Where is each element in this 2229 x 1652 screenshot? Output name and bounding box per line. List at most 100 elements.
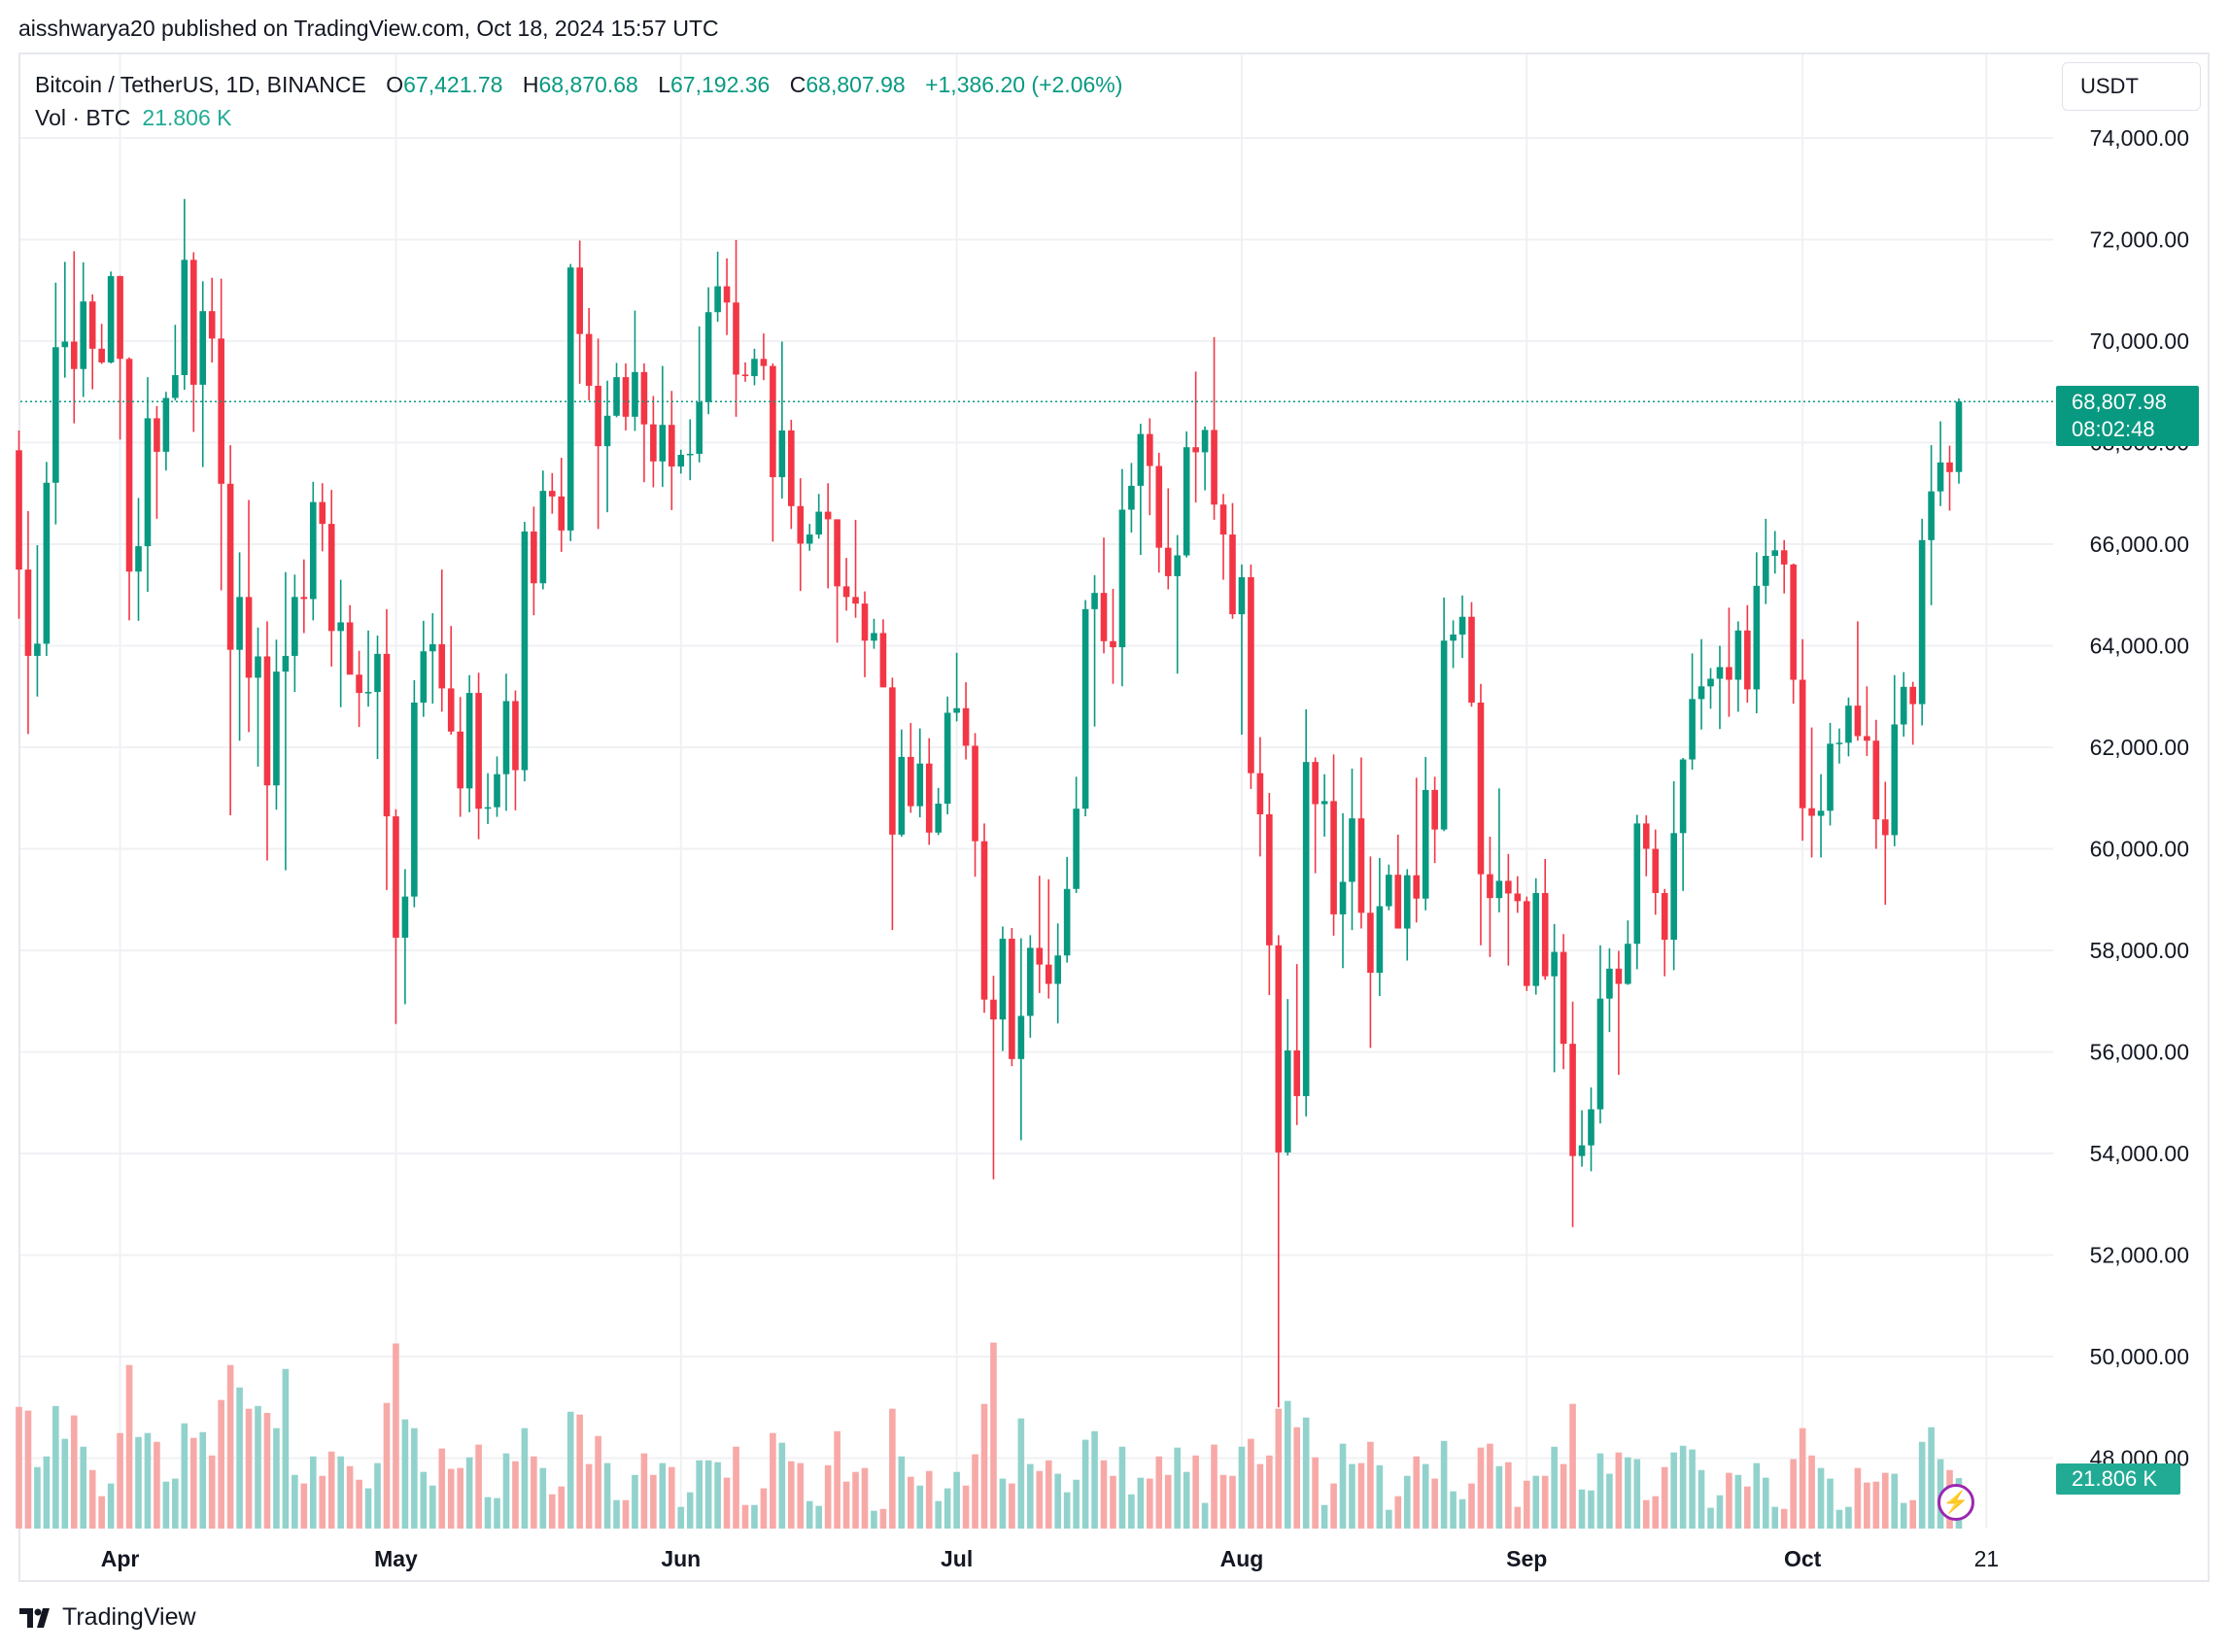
candle-body	[1017, 1015, 1025, 1059]
volume-bar	[916, 1485, 924, 1529]
volume-bar	[1734, 1474, 1742, 1529]
candle-body	[1652, 848, 1660, 893]
candle-body	[24, 569, 32, 656]
volume-bar	[172, 1478, 179, 1529]
volume-bar	[1201, 1502, 1209, 1529]
volume-bar	[788, 1461, 795, 1529]
open-label: O	[386, 72, 404, 97]
candle-body	[1771, 550, 1779, 557]
candle-body	[512, 701, 519, 771]
volume-bar	[1817, 1467, 1825, 1529]
volume-bar	[1450, 1491, 1457, 1529]
candle-body	[34, 643, 41, 656]
candles	[16, 198, 1963, 1408]
candle-body	[1928, 491, 1935, 540]
volume-bar	[861, 1467, 869, 1529]
volume-bar	[686, 1492, 694, 1529]
candle-body	[1413, 875, 1421, 899]
volume-bar	[154, 1441, 160, 1529]
volume-bar	[925, 1470, 933, 1529]
candle-body	[420, 651, 428, 704]
volume-bar	[52, 1405, 59, 1529]
volume-bar	[566, 1411, 574, 1529]
candle-body	[1514, 893, 1522, 902]
volume-bar	[576, 1414, 583, 1529]
volume-bar	[824, 1464, 832, 1529]
volume-bar	[107, 1483, 115, 1529]
volume-bar	[1771, 1506, 1779, 1529]
volume-bar	[1652, 1496, 1660, 1529]
candle-body	[43, 482, 51, 644]
volume-bar	[1909, 1499, 1916, 1529]
volume-bar	[1422, 1463, 1429, 1529]
grid-lines	[20, 54, 2053, 1529]
time-tick-label: 21	[1974, 1546, 2000, 1571]
candle-body	[1615, 968, 1623, 984]
volume-bar	[226, 1364, 234, 1529]
volume-bar	[1091, 1430, 1098, 1529]
candle-body	[383, 653, 391, 817]
candle-body	[457, 731, 463, 789]
volume-bar	[181, 1423, 189, 1529]
candle-body	[1753, 585, 1761, 690]
volume-bar	[273, 1428, 280, 1529]
volume-bar	[457, 1467, 463, 1529]
candle-body	[531, 531, 537, 584]
candle-body	[834, 519, 840, 587]
lightning-bolt-icon[interactable]: ⚡	[1938, 1484, 1974, 1521]
volume-bar	[943, 1488, 951, 1529]
volume-label[interactable]: Vol · BTC	[35, 105, 131, 130]
volume-bar	[337, 1456, 344, 1529]
volume-bar	[1183, 1471, 1190, 1529]
volume-bar	[1716, 1495, 1724, 1529]
candle-body	[61, 341, 69, 348]
volume-bar	[16, 1406, 22, 1529]
candle-body	[1073, 809, 1080, 889]
volume-bar	[558, 1486, 566, 1529]
candle-body	[1164, 547, 1172, 576]
volume-bar	[1505, 1462, 1512, 1529]
candle-body	[613, 377, 620, 416]
price-tick-label: 70,000.00	[2090, 328, 2189, 354]
volume-bar	[696, 1460, 703, 1529]
candle-body	[558, 496, 566, 531]
volume-bar	[393, 1343, 399, 1529]
volume-bar	[24, 1410, 32, 1529]
chart-legend: Bitcoin / TetherUS, 1D, BINANCE O67,421.…	[35, 68, 1122, 134]
candle-body	[677, 455, 685, 467]
candle-body	[686, 453, 694, 456]
volume-bar	[1017, 1418, 1025, 1529]
high-value: 68,870.68	[538, 72, 638, 97]
candle-body	[447, 688, 455, 732]
candle-body	[1642, 823, 1650, 849]
candle-body	[327, 524, 335, 632]
candle-body	[916, 763, 924, 807]
candle-body	[309, 501, 317, 600]
candle-body	[255, 656, 261, 678]
candle-body	[1394, 875, 1402, 929]
candle-body	[364, 692, 372, 694]
symbol-title[interactable]: Bitcoin / TetherUS, 1D, BINANCE	[35, 72, 366, 97]
candle-body	[337, 622, 344, 632]
candle-body	[824, 511, 832, 520]
volume-bar	[632, 1474, 638, 1529]
candle-body	[1569, 1044, 1576, 1156]
candle-body	[622, 377, 630, 417]
volume-bar	[255, 1405, 261, 1529]
volume-bar	[475, 1444, 482, 1529]
candle-body	[1505, 880, 1512, 894]
volume-bar	[1596, 1453, 1604, 1529]
volume-bar	[1293, 1427, 1301, 1529]
volume-bar	[1707, 1507, 1714, 1529]
candle-body	[908, 756, 914, 807]
candle-body	[760, 359, 768, 366]
candle-body	[494, 774, 500, 808]
volume-bar	[1147, 1478, 1153, 1529]
last-price-tag: 68,807.98 08:02:48	[2056, 386, 2199, 446]
currency-button[interactable]: USDT	[2062, 62, 2201, 111]
candle-body	[1275, 945, 1283, 1153]
tradingview-logo-icon	[19, 1607, 50, 1628]
footer-logo[interactable]: TradingView	[19, 1603, 196, 1632]
candle-body	[1219, 504, 1227, 535]
